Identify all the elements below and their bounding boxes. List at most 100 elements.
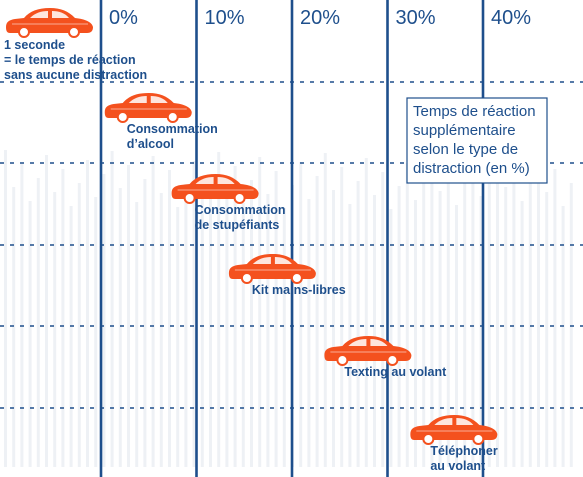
background-art — [4, 150, 573, 467]
car-label: au volant — [430, 459, 486, 473]
background-bar — [471, 159, 475, 467]
background-bar — [12, 187, 16, 467]
background-bar — [455, 205, 458, 467]
background-bar — [250, 180, 253, 467]
background-bar — [315, 176, 319, 467]
car-icon — [228, 254, 316, 284]
background-bar — [274, 171, 278, 467]
background-bar — [143, 179, 147, 467]
background-bar — [102, 174, 106, 467]
car-label: de stupéfiants — [195, 218, 280, 232]
car-label: Texting au volant — [344, 365, 447, 379]
background-bar — [340, 167, 344, 467]
background-bar — [53, 192, 57, 467]
background-bar — [504, 187, 508, 467]
background-bar — [561, 206, 565, 467]
background-bar — [307, 199, 311, 467]
background-bar — [118, 188, 122, 467]
info-box-line: selon le type de — [413, 141, 518, 158]
car-label: = le temps de réaction — [4, 53, 136, 67]
background-bar — [184, 184, 188, 467]
info-box-line: distraction (en %) — [413, 160, 530, 177]
background-bar — [135, 202, 139, 467]
background-bar — [209, 175, 212, 467]
background-bar — [569, 183, 573, 467]
background-bar — [4, 150, 7, 467]
background-bar — [323, 153, 327, 467]
background-bar — [176, 207, 180, 467]
x-tick-label: 40% — [491, 7, 531, 29]
background-bar — [397, 186, 401, 467]
background-bar — [233, 166, 237, 467]
background-bar — [61, 169, 65, 467]
background-bar — [282, 208, 286, 467]
background-bar — [258, 157, 262, 467]
background-bar — [373, 195, 376, 467]
background-bar — [356, 181, 360, 467]
car-label: 1 seconde — [4, 38, 65, 52]
background-bar — [348, 204, 352, 467]
info-box-frame — [406, 97, 548, 184]
x-tick-label: 20% — [300, 7, 340, 29]
background-bar — [438, 191, 442, 467]
info-box-line: supplémentaire — [413, 122, 516, 139]
background-bar — [405, 163, 409, 467]
background-bar — [479, 196, 483, 467]
background-bar — [168, 170, 171, 467]
x-tick-label: 10% — [205, 7, 245, 29]
background-bar — [545, 192, 549, 467]
background-bar — [422, 177, 426, 467]
car-icon — [324, 336, 412, 366]
info-box-line: Temps de réaction — [413, 103, 536, 120]
car-icon — [171, 174, 259, 204]
background-bar — [528, 178, 532, 467]
background-bar — [192, 161, 196, 467]
background-bar — [430, 154, 434, 467]
background-bar — [512, 164, 516, 467]
background-bar — [389, 209, 393, 467]
car-icon — [104, 93, 192, 123]
background-bar — [36, 178, 40, 467]
x-tick-label: 30% — [396, 7, 436, 29]
background-bar — [381, 172, 385, 467]
background-bar — [446, 168, 450, 467]
background-bar — [414, 200, 417, 467]
car-label: Téléphoner — [430, 444, 498, 458]
background-bar — [217, 152, 221, 467]
background-bar — [241, 203, 245, 467]
car-label: Consommation — [195, 203, 286, 217]
background-bar — [299, 162, 303, 467]
car-label: sans aucune distraction — [4, 68, 147, 82]
car-icon — [410, 415, 498, 445]
background-bar — [159, 193, 163, 467]
background-bar — [28, 201, 32, 467]
background-bar — [20, 164, 24, 467]
background-bar — [94, 197, 98, 467]
background-bar — [110, 151, 114, 467]
background-bar — [225, 189, 229, 467]
background-bar — [200, 198, 204, 467]
background-bar — [364, 158, 368, 467]
info-box: Temps de réaction supplémentaire selon le … — [406, 97, 548, 184]
background-bar — [127, 165, 130, 467]
background-bar — [86, 160, 89, 467]
background-bar — [69, 206, 73, 467]
car-label: Kit mains-libres — [252, 283, 346, 297]
background-bar — [520, 201, 524, 467]
x-tick-labels: 0% 10% 20% 30% 40% — [109, 7, 531, 29]
background-bar — [77, 183, 81, 467]
car-label: Consommation — [127, 122, 218, 136]
car-icon — [6, 8, 93, 38]
background-bar — [496, 150, 499, 467]
background-bar — [537, 155, 540, 467]
x-tick-label: 0% — [109, 7, 138, 29]
background-bar — [487, 173, 491, 467]
background-bar — [332, 190, 335, 467]
background-bar — [266, 194, 270, 467]
background-bar — [553, 169, 557, 467]
car-label: d’alcool — [127, 137, 174, 151]
background-bar — [151, 156, 155, 467]
